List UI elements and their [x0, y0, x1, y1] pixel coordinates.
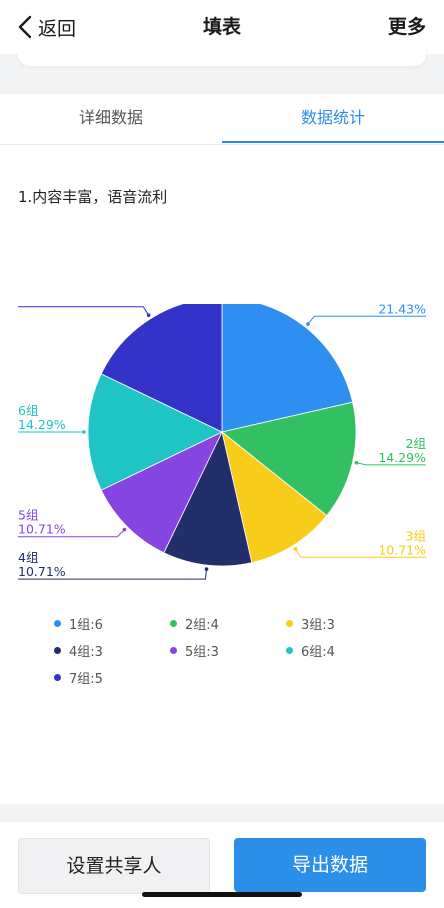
slice-percent-6: 14.29% — [18, 417, 66, 432]
legend-item-6[interactable]: 6组:4 — [286, 641, 335, 660]
pie-slice-4[interactable] — [163, 430, 253, 567]
legend-item-5[interactable]: 5组:3 — [170, 641, 219, 660]
slice-percent-2: 14.29% — [378, 450, 426, 465]
legend-dot-icon — [286, 647, 293, 654]
legend-label: 7组:5 — [69, 672, 103, 687]
export-data-button[interactable]: 导出数据 — [234, 838, 426, 892]
legend-label: 3组:3 — [301, 618, 335, 633]
slice-label-3: 3组 — [406, 528, 426, 543]
legend-dot-icon — [54, 674, 61, 681]
pie-slice-2[interactable] — [221, 401, 357, 517]
back-label: 返回 — [38, 17, 77, 40]
pie-slice-3[interactable] — [221, 430, 328, 564]
legend-dot-icon — [170, 647, 177, 654]
legend-item-2[interactable]: 2组:4 — [170, 614, 219, 633]
slice-label-5: 5组 — [18, 508, 38, 523]
label-line-5 — [18, 529, 125, 538]
label-dot-4 — [204, 567, 209, 571]
legend-item-4[interactable]: 4组:3 — [54, 641, 103, 660]
active-tab-indicator — [222, 141, 444, 143]
label-line-7 — [18, 306, 150, 316]
chevron-left-icon — [18, 15, 32, 39]
slice-percent-4: 10.71% — [18, 564, 66, 579]
pie-slice-5[interactable] — [100, 431, 223, 554]
slice-percent-7: 17.86% — [18, 304, 66, 307]
slice-label-6: 6组 — [18, 403, 38, 418]
label-line-1 — [307, 315, 426, 325]
pie-slice-6[interactable] — [87, 373, 223, 491]
label-line-3 — [294, 548, 426, 558]
legend-dot-icon — [286, 620, 293, 627]
stats-panel: 详细数据 数据统计 1.内容丰富，语音流利 1组21.43%2组14.29%3组… — [0, 94, 444, 804]
tab-detail-data[interactable]: 详细数据 — [78, 108, 143, 127]
legend-item-7[interactable]: 7组:5 — [54, 668, 103, 687]
label-dot-3 — [293, 547, 298, 551]
legend-label: 5组:3 — [185, 645, 219, 660]
legend-dot-icon — [170, 620, 177, 627]
chart-legend: 1组:6 2组:4 3组:3 4组:3 5组:3 6组:4 7组:5 — [54, 614, 434, 694]
set-share-person-button[interactable]: 设置共享人 — [18, 838, 210, 894]
pie-slice-7[interactable] — [100, 304, 223, 433]
legend-dot-icon — [54, 620, 61, 627]
tab-data-statistics[interactable]: 数据统计 — [300, 108, 365, 127]
label-dot-6 — [82, 430, 86, 434]
label-line-4 — [18, 569, 207, 580]
legend-dot-icon — [54, 647, 61, 654]
back-button[interactable]: 返回 — [18, 12, 76, 42]
legend-label: 4组:3 — [69, 645, 103, 660]
pie-chart: 1组21.43%2组14.29%3组10.71%4组10.71%5组10.71%… — [18, 304, 426, 580]
label-dot-7 — [146, 313, 151, 317]
pie-slice-1[interactable] — [221, 304, 354, 433]
label-dot-2 — [354, 460, 359, 465]
slice-label-2: 2组 — [406, 436, 426, 451]
top-card — [18, 44, 426, 66]
slice-percent-5: 10.71% — [18, 522, 66, 537]
label-line-2 — [356, 462, 426, 466]
slice-label-4: 4组 — [18, 550, 38, 565]
page-title: 填表 — [202, 16, 241, 38]
legend-label: 6组:4 — [301, 645, 335, 660]
legend-item-1[interactable]: 1组:6 — [54, 614, 103, 633]
legend-label: 2组:4 — [185, 618, 219, 633]
legend-item-3[interactable]: 3组:3 — [286, 614, 335, 633]
slice-percent-1: 21.43% — [378, 304, 426, 316]
home-indicator — [142, 892, 302, 897]
question-title: 1.内容丰富，语音流利 — [18, 188, 168, 206]
label-dot-5 — [122, 527, 127, 532]
tab-bar: 详细数据 数据统计 — [0, 94, 444, 145]
slice-percent-3: 10.71% — [378, 542, 426, 557]
more-button[interactable]: 更多 — [387, 16, 426, 38]
legend-label: 1组:6 — [69, 618, 103, 633]
label-dot-1 — [306, 322, 310, 326]
